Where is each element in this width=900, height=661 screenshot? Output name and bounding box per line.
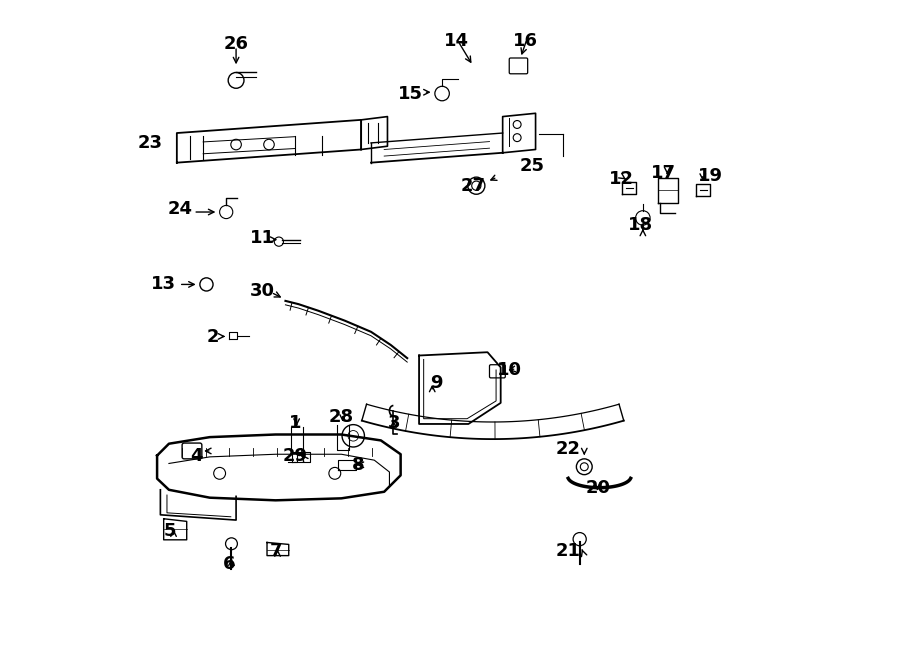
Text: 5: 5: [164, 522, 176, 540]
Text: 12: 12: [608, 170, 634, 188]
Text: 8: 8: [352, 457, 365, 475]
Text: 18: 18: [628, 216, 653, 234]
Text: 28: 28: [328, 408, 354, 426]
Text: 1: 1: [289, 414, 302, 432]
Text: 14: 14: [444, 32, 469, 50]
Text: 22: 22: [556, 440, 581, 458]
Text: 25: 25: [520, 157, 544, 175]
Text: 6: 6: [223, 555, 236, 573]
Text: 15: 15: [398, 85, 423, 102]
Text: 23: 23: [138, 134, 163, 152]
Text: 10: 10: [497, 361, 522, 379]
Text: 20: 20: [586, 479, 610, 498]
Text: 17: 17: [652, 163, 677, 182]
Text: 4: 4: [190, 447, 203, 465]
Text: 27: 27: [461, 176, 485, 195]
Text: 29: 29: [283, 447, 308, 465]
Text: 7: 7: [269, 542, 282, 560]
Text: 16: 16: [513, 32, 538, 50]
Text: 24: 24: [167, 200, 193, 217]
Text: 26: 26: [223, 35, 248, 53]
Text: 19: 19: [698, 167, 723, 185]
Text: 11: 11: [250, 229, 274, 247]
Text: 2: 2: [207, 328, 220, 346]
Text: 3: 3: [388, 414, 400, 432]
Text: 13: 13: [151, 276, 176, 293]
Text: 9: 9: [430, 374, 443, 392]
Text: 21: 21: [556, 542, 581, 560]
Text: 30: 30: [250, 282, 274, 300]
